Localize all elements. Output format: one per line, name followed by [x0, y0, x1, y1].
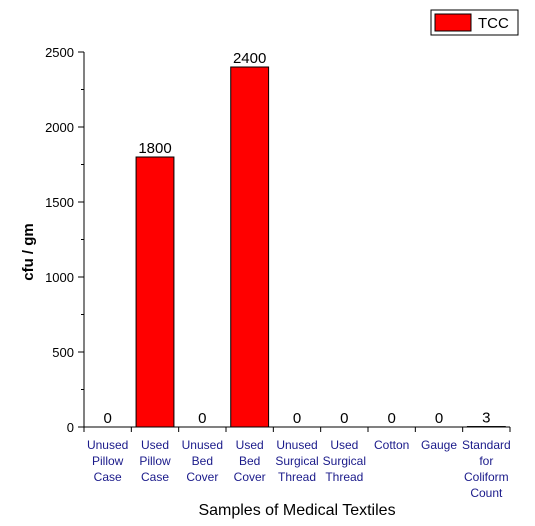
y-tick-label: 1000 [45, 270, 74, 285]
x-tick-label: Unused Bed Cover [182, 438, 223, 484]
x-tick-label: Used Bed Cover [234, 438, 266, 484]
x-tick-label-line: Bed [239, 454, 260, 468]
x-tick-label: Cotton [374, 438, 409, 452]
x-tick-label-line: Surgical [323, 454, 366, 468]
x-tick-label-line: Cover [186, 470, 218, 484]
x-tick-label-line: Unused [87, 438, 128, 452]
bar [135, 156, 175, 428]
y-tick-label: 2500 [45, 45, 74, 60]
x-tick-label: Standard for Coliform Count [462, 438, 511, 500]
x-tick-label: Used Pillow Case [139, 438, 171, 484]
y-tick-label: 2000 [45, 120, 74, 135]
data-label: 0 [293, 410, 301, 427]
y-axis-title: cfu / gm [20, 223, 37, 281]
data-label: 0 [435, 410, 443, 427]
legend: TCC [430, 9, 519, 36]
x-tick-label: Unused Surgical Thread [275, 438, 318, 484]
x-tick-label-line: Bed [192, 454, 213, 468]
x-tick-label-line: Used [330, 438, 358, 452]
x-tick-label-line: Thread [278, 470, 316, 484]
y-tick-label: 500 [52, 345, 74, 360]
x-tick-label-line: Used [141, 438, 169, 452]
x-tick-label-line: Case [94, 470, 122, 484]
bar [230, 66, 270, 428]
x-tick-label-line: Pillow [92, 454, 124, 468]
y-tick-label: 0 [67, 420, 74, 435]
x-tick-label-line: Standard [462, 438, 511, 452]
x-tick-label-line: Used [236, 438, 264, 452]
x-tick-label-line: Gauge [421, 438, 457, 452]
legend-swatch [434, 13, 472, 32]
data-label: 3 [482, 410, 490, 427]
x-axis-title: Samples of Medical Textiles [198, 502, 395, 519]
x-tick-label: Used Surgical Thread [323, 438, 366, 484]
x-tick-label: Gauge [421, 438, 457, 452]
legend-label: TCC [478, 15, 509, 32]
data-label: 1800 [138, 140, 171, 157]
y-tick-label: 1500 [45, 195, 74, 210]
data-label: 0 [387, 410, 395, 427]
x-tick-label-line: Coliform [464, 470, 509, 484]
x-tick-label-line: Unused [182, 438, 223, 452]
x-tick-label-line: Unused [276, 438, 317, 452]
data-label: 0 [103, 410, 111, 427]
x-tick-label-line: Count [470, 486, 503, 500]
x-tick-label-line: Thread [325, 470, 363, 484]
x-tick-label-line: Surgical [275, 454, 318, 468]
data-label: 2400 [233, 50, 266, 67]
x-tick-label-line: Case [141, 470, 169, 484]
x-tick-label-line: for [479, 454, 493, 468]
x-tick-label-line: Cover [234, 470, 266, 484]
x-tick-label-line: Pillow [139, 454, 171, 468]
data-label: 0 [198, 410, 206, 427]
plot-area: 0 1800 0 2400 0 0 0 0 3 0 500 1000 1500 2000 2500 Unuse… [45, 45, 511, 500]
data-label: 0 [340, 410, 348, 427]
x-tick-label: Unused Pillow Case [87, 438, 128, 484]
x-tick-label-line: Cotton [374, 438, 409, 452]
